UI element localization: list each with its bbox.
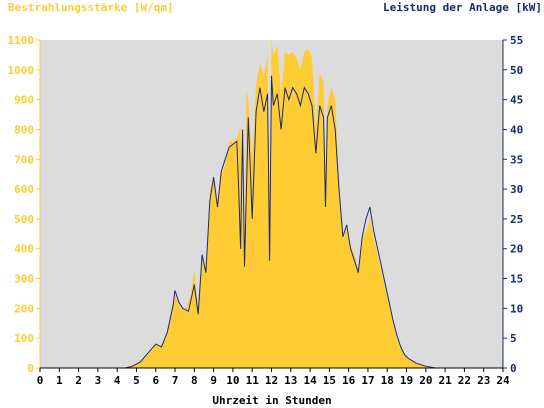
x-tick-label: 22 xyxy=(458,374,471,387)
x-tick-label: 17 xyxy=(361,374,374,387)
left-tick-label: 500 xyxy=(14,213,34,226)
right-tick-label: 55 xyxy=(510,34,523,47)
right-tick-label: 30 xyxy=(510,183,523,196)
x-tick-label: 4 xyxy=(114,374,121,387)
x-tick-label: 6 xyxy=(152,374,159,387)
irradiance-area xyxy=(40,40,503,368)
x-tick-label: 5 xyxy=(133,374,140,387)
left-tick-label: 800 xyxy=(14,123,34,136)
x-tick-label: 14 xyxy=(303,374,317,387)
left-tick-label: 700 xyxy=(14,153,34,166)
left-tick-label: 200 xyxy=(14,302,34,315)
right-tick-label: 15 xyxy=(510,273,523,286)
axes-layer: 0100200300400500600700800900100011000510… xyxy=(8,34,524,387)
power-line-layer xyxy=(40,75,503,369)
right-tick-label: 0 xyxy=(510,362,517,375)
x-tick-label: 15 xyxy=(323,374,336,387)
x-tick-label: 20 xyxy=(419,374,432,387)
right-tick-label: 40 xyxy=(510,123,523,136)
x-tick-label: 3 xyxy=(95,374,102,387)
x-tick-label: 23 xyxy=(477,374,490,387)
left-tick-label: 400 xyxy=(14,243,34,256)
x-tick-label: 7 xyxy=(172,374,179,387)
x-tick-label: 19 xyxy=(400,374,413,387)
right-tick-label: 35 xyxy=(510,153,523,166)
x-tick-label: 18 xyxy=(381,374,394,387)
x-tick-label: 10 xyxy=(226,374,239,387)
right-tick-label: 45 xyxy=(510,94,523,107)
irradiance-area-layer xyxy=(40,40,503,368)
x-tick-label: 9 xyxy=(210,374,217,387)
power-line xyxy=(40,75,503,369)
right-tick-label: 25 xyxy=(510,213,523,226)
x-tick-label: 1 xyxy=(56,374,63,387)
x-tick-label: 0 xyxy=(37,374,44,387)
x-tick-label: 2 xyxy=(75,374,82,387)
left-tick-label: 1000 xyxy=(8,64,35,77)
x-tick-label: 24 xyxy=(496,374,510,387)
left-axis-title: Bestrahlungsstärke [W/qm] xyxy=(8,1,174,14)
x-tick-label: 12 xyxy=(265,374,278,387)
left-tick-label: 900 xyxy=(14,94,34,107)
right-tick-label: 10 xyxy=(510,302,523,315)
left-tick-label: 300 xyxy=(14,273,34,286)
x-axis-title: Uhrzeit in Stunden xyxy=(212,394,332,407)
x-tick-label: 21 xyxy=(439,374,453,387)
x-tick-label: 13 xyxy=(284,374,297,387)
left-tick-label: 0 xyxy=(27,362,34,375)
left-tick-label: 1100 xyxy=(8,34,35,47)
x-tick-label: 8 xyxy=(191,374,198,387)
x-tick-label: 16 xyxy=(342,374,356,387)
right-axis-title: Leistung der Anlage [kW] xyxy=(383,1,542,14)
left-tick-label: 100 xyxy=(14,332,34,345)
x-tick-label: 11 xyxy=(246,374,260,387)
right-tick-label: 5 xyxy=(510,332,517,345)
left-tick-label: 600 xyxy=(14,183,34,196)
right-tick-label: 50 xyxy=(510,64,523,77)
right-tick-label: 20 xyxy=(510,243,523,256)
